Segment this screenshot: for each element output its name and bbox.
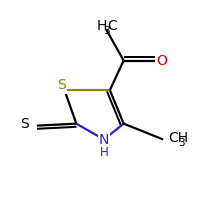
Text: 3: 3	[178, 138, 185, 148]
Text: 3: 3	[103, 26, 110, 36]
Text: C: C	[107, 19, 117, 33]
Text: H: H	[100, 146, 108, 159]
Text: O: O	[157, 54, 168, 68]
Text: S: S	[57, 78, 66, 92]
Text: S: S	[20, 117, 28, 131]
Text: CH: CH	[168, 131, 188, 145]
Text: N: N	[99, 133, 109, 147]
Text: H: H	[97, 19, 107, 33]
